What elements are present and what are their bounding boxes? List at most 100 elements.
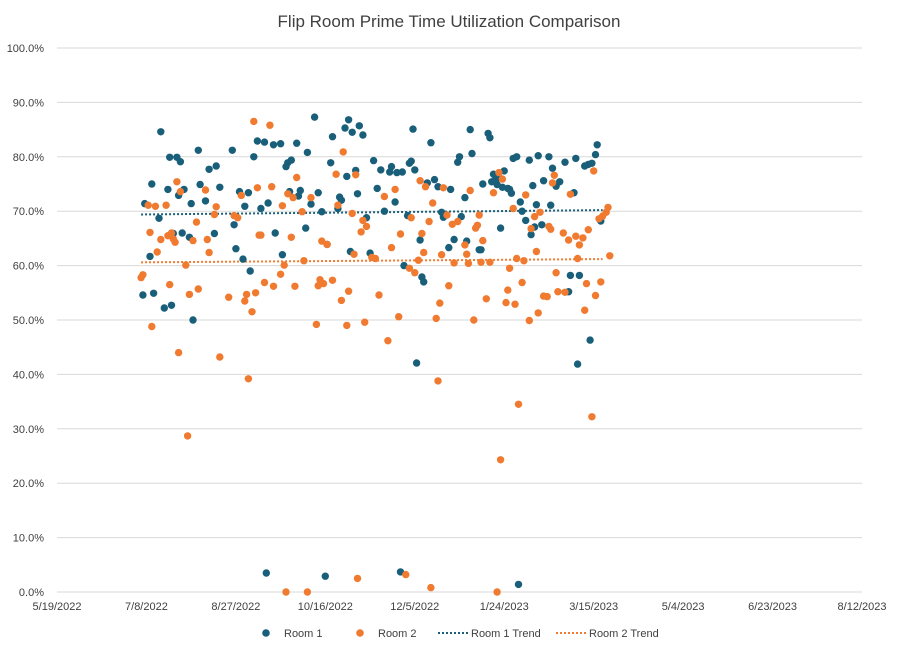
legend-item-room-1-trend: Room 1 Trend — [438, 628, 541, 640]
room-2-point — [162, 201, 170, 209]
room-2-point — [148, 322, 156, 331]
room-2-point — [212, 203, 220, 211]
room-1-point — [532, 201, 541, 209]
room-2-point — [402, 570, 410, 579]
x-tick-label: 1/24/2023 — [480, 601, 529, 613]
room-1-point — [411, 166, 419, 174]
x-tick-label: 5/19/2022 — [33, 601, 82, 613]
room-2-point — [253, 184, 262, 192]
room-2-point — [139, 271, 147, 279]
room-2-point — [248, 308, 256, 316]
room-1-point — [573, 360, 582, 368]
room-2-point — [407, 214, 415, 222]
room-2-point — [436, 299, 444, 307]
room-2-point — [588, 413, 596, 421]
room-2-point — [582, 279, 591, 288]
room-1-point — [287, 156, 295, 164]
y-tick-label: 50.0% — [13, 315, 44, 327]
legend-marker-room-2 — [356, 629, 364, 637]
room-2-point — [461, 241, 469, 249]
legend-item-room-1: Room 1 — [262, 628, 323, 640]
room-2-point — [203, 235, 211, 244]
room-2-point — [348, 209, 356, 218]
room-2-point — [391, 185, 399, 194]
room-1-point — [164, 185, 172, 194]
room-2-point — [303, 588, 312, 596]
y-tick-label: 100.0% — [7, 43, 45, 55]
room-2-point — [361, 318, 369, 326]
room-2-point — [454, 217, 462, 226]
room-2-point — [532, 247, 541, 256]
x-axis-ticks: 5/19/2022 7/8/2022 8/27/2022 10/16/2022 12/5… — [33, 601, 887, 613]
legend-item-room-2: Room 2 — [356, 628, 417, 640]
room-2-point — [561, 288, 569, 296]
room-1-point — [566, 271, 575, 280]
room-1-point — [178, 229, 186, 237]
room-2-point — [575, 241, 584, 249]
room-2-point — [464, 259, 473, 268]
room-2-point — [344, 287, 353, 295]
room-1-point — [572, 154, 580, 163]
room-2-point — [396, 230, 405, 238]
room-2-point — [547, 225, 555, 233]
room-1-point — [545, 153, 553, 161]
room-2-point — [257, 231, 265, 239]
room-2-point — [380, 192, 389, 201]
room-1-point — [591, 150, 600, 159]
room-2-point — [414, 256, 423, 264]
room-1-point — [293, 139, 301, 147]
room-2-point — [511, 300, 519, 308]
room-1-point — [155, 214, 163, 222]
room-2-point — [405, 264, 414, 272]
y-tick-label: 80.0% — [13, 152, 44, 164]
y-tick-label: 0.0% — [19, 587, 44, 599]
room-2-point — [420, 248, 428, 257]
room-2-point — [566, 190, 575, 198]
room-1-point — [391, 198, 399, 206]
room-2-point — [513, 254, 521, 263]
room-2-point — [151, 202, 160, 210]
room-1-point — [387, 162, 396, 171]
room-1-point — [318, 208, 326, 216]
room-2-point — [395, 313, 403, 321]
room-1-point — [398, 168, 406, 176]
room-1-point — [468, 149, 476, 158]
legend-marker-room-1 — [262, 629, 270, 637]
y-axis-ticks: 0.0% 10.0% 20.0% 30.0% 40.0% 50.0% 60.0% 70.0% 8… — [7, 43, 45, 599]
room-1-point — [369, 156, 378, 165]
room-2-point — [171, 238, 179, 246]
room-1-point — [239, 255, 247, 263]
room-2-point — [276, 270, 285, 278]
room-2-point — [293, 173, 301, 182]
room-2-point — [437, 251, 446, 259]
room-2-point — [443, 211, 451, 219]
room-2-point — [332, 170, 340, 178]
room-2-point — [384, 337, 392, 345]
room-2-point — [237, 191, 245, 200]
room-1-point — [556, 178, 564, 186]
room-2-point — [234, 214, 242, 222]
room-1-point — [355, 122, 363, 130]
room-2-point — [411, 269, 419, 277]
room-2-point — [269, 282, 278, 290]
room-1-point — [187, 199, 195, 208]
room-2-point — [552, 269, 560, 277]
room-1-point — [407, 157, 415, 165]
room-1-point — [321, 572, 329, 580]
room-2-point — [498, 175, 507, 183]
room-2-point — [216, 353, 224, 361]
room-1-point — [420, 278, 428, 286]
room-2-point — [359, 216, 367, 225]
room-1-point — [303, 148, 312, 157]
room-1-point — [477, 246, 485, 254]
room-1-point — [380, 207, 389, 215]
x-tick-label: 10/16/2022 — [298, 601, 353, 613]
room-1-point — [341, 124, 349, 132]
room-1-point — [586, 336, 594, 344]
room-2-point — [362, 222, 371, 231]
room-2-point — [166, 280, 174, 289]
x-tick-label: 6/23/2023 — [748, 601, 797, 613]
room-2-point — [522, 191, 530, 199]
room-1-point — [547, 201, 555, 209]
